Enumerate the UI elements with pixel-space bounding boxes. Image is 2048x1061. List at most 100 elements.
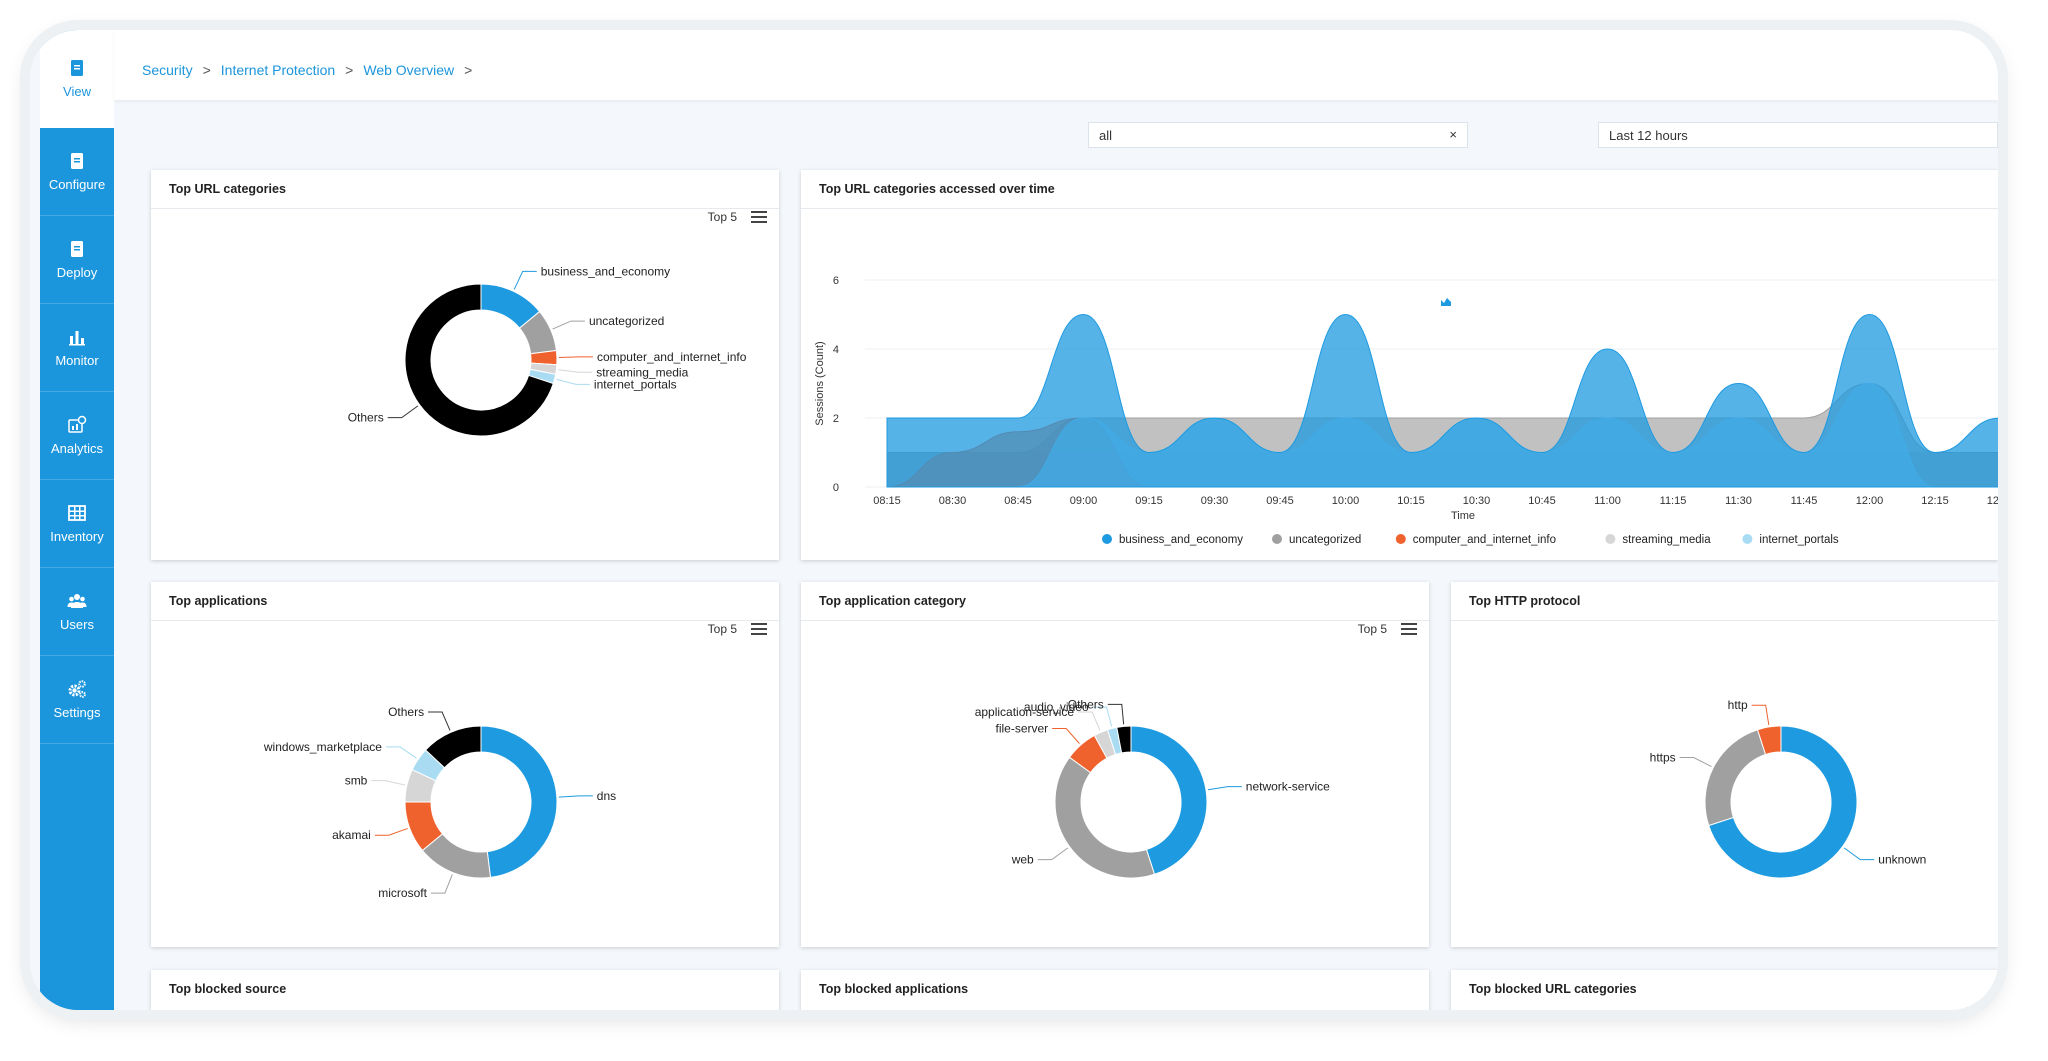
donut-leader-line (1679, 757, 1712, 768)
legend-label-internet-portals[interactable]: internet_portals (1759, 534, 1839, 546)
donut-label-internet-portals: internet_portals (594, 377, 677, 391)
time-range-select[interactable]: Last 12 hours (1598, 122, 1998, 148)
sidebar-item-label: Settings (53, 705, 101, 720)
sidebar-item-monitor[interactable]: Monitor (40, 304, 114, 392)
donut-chart-http-protocol: unknown https http (1650, 698, 1926, 879)
x-tick-label: 09:45 (1266, 495, 1294, 507)
hamburger-menu-icon[interactable] (1401, 623, 1417, 638)
donut-slice-others[interactable] (1116, 725, 1132, 754)
users-icon (67, 594, 87, 608)
donut-label-audio-video: audio_video (1024, 700, 1089, 714)
donut-leader-line (1078, 711, 1101, 731)
sidebar-item-configure[interactable]: Configure (40, 128, 114, 216)
breadcrumb-security[interactable]: Security (142, 62, 193, 78)
donut-slice-web[interactable] (1054, 756, 1156, 879)
donut-label-application-service: application-service (975, 705, 1075, 719)
legend-label-streaming-media[interactable]: streaming_media (1622, 534, 1711, 546)
donut-slice-http[interactable] (1756, 725, 1782, 756)
sidebar-item-label: View (63, 84, 91, 99)
donut-label-business-and-economy: business_and_economy (541, 264, 670, 278)
donut-chart-url-categories: business_and_economy uncategorized compute… (348, 264, 747, 437)
y-tick-label: 6 (833, 275, 839, 287)
clear-icon[interactable]: × (1449, 127, 1457, 142)
inventory-icon (68, 505, 86, 521)
breadcrumb-web-overview[interactable]: Web Overview (363, 62, 455, 78)
donut-leader-line (428, 711, 451, 731)
sidebar-item-settings[interactable]: Settings (40, 656, 114, 744)
sidebar-item-analytics[interactable]: Analytics (40, 392, 114, 480)
donut-slice-unknown[interactable] (1708, 725, 1858, 879)
time-range-value: Last 12 hours (1609, 128, 1688, 143)
top-n-label: Top 5 (1357, 622, 1387, 636)
top-n-label: Top 5 (707, 622, 737, 636)
sidebar-item-inventory[interactable]: Inventory (40, 480, 114, 568)
card-top-applications: Top applications Top 5 dns microsoft akama… (151, 582, 779, 947)
breadcrumb-separator: > (345, 62, 354, 78)
x-tick-label: 10:15 (1397, 495, 1425, 507)
document-icon (71, 153, 83, 169)
x-tick-label: 12:15 (1921, 495, 1949, 507)
card-divider (151, 208, 779, 209)
breadcrumb-internet-protection[interactable]: Internet Protection (220, 62, 336, 78)
sidebar-item-users[interactable]: Users (40, 568, 114, 656)
x-tick-label: 11:45 (1791, 495, 1818, 507)
donut-label-akamai: akamai (332, 828, 371, 842)
x-tick-label: 08:15 (873, 495, 901, 507)
sidebar-item-label: Deploy (56, 265, 98, 280)
legend-marker-streaming-media (1605, 534, 1616, 544)
x-tick-label: 12:30 (1987, 495, 1998, 507)
y-tick-label: 4 (833, 344, 839, 356)
analytics-icon (68, 415, 87, 433)
donut-chart-application-category: network-service web file-server application… (975, 697, 1330, 879)
sidebar-item-view[interactable]: View (40, 30, 114, 128)
x-tick-label: 10:30 (1463, 495, 1491, 507)
donut-leader-line (1037, 847, 1069, 861)
sidebar-item-label: Monitor (55, 353, 99, 368)
legend-label-computer-and-internet-info[interactable]: computer_and_internet_info (1413, 534, 1556, 546)
legend-label-business-and-economy[interactable]: business_and_economy (1119, 534, 1243, 546)
legend-marker-business-and-economy (1102, 534, 1112, 544)
donut-leader-line (385, 746, 417, 759)
donut-leader-line (1207, 786, 1242, 791)
search-filter-input[interactable]: all × (1088, 122, 1468, 148)
card-top-blocked-url-categories: Top blocked URL categories (1451, 970, 1998, 1010)
donut-label-uncategorized: uncategorized (589, 314, 664, 328)
x-tick-label: 08:45 (1004, 495, 1032, 507)
donut-slice-https[interactable] (1704, 729, 1767, 827)
card-title: Top blocked applications (819, 982, 969, 996)
donut-slice-network-service[interactable] (1130, 725, 1208, 875)
card-divider (1451, 620, 1998, 621)
card-divider (151, 620, 779, 621)
donut-label-others: Others (1068, 697, 1104, 711)
hamburger-menu-icon[interactable] (751, 211, 767, 226)
donut-leader-line (558, 795, 593, 798)
donut-leader-line (371, 780, 405, 786)
hamburger-menu-icon[interactable] (751, 623, 767, 638)
donut-leader-line (513, 270, 537, 290)
legend-marker-uncategorized (1272, 534, 1282, 544)
area-series-business-and-economy[interactable] (886, 313, 1998, 488)
donut-leader-line (1052, 727, 1080, 744)
card-title: Top URL categories accessed over time (819, 182, 1055, 196)
donut-label-http: http (1728, 698, 1748, 712)
card-divider (801, 208, 1998, 209)
sidebar-item-label: Users (60, 617, 94, 632)
donut-leader-line (1092, 706, 1113, 727)
card-title: Top URL categories (169, 182, 286, 196)
donut-slice-others[interactable] (404, 283, 554, 437)
sidebar: View Configure Deploy Monitor Analytics … (40, 30, 114, 1010)
card-title: Top blocked source (169, 982, 287, 996)
donut-leader-line (1843, 847, 1875, 861)
breadcrumb-separator: > (464, 62, 473, 78)
card-top-blocked-source: Top blocked source (151, 970, 779, 1010)
donut-leader-line (1107, 703, 1125, 725)
card-url-categories-over-time: Top URL categories accessed over time 0 2… (801, 170, 1998, 560)
donut-label-computer-and-internet-info: computer_and_internet_info (597, 350, 747, 364)
document-icon (71, 241, 83, 257)
donut-slice-dns[interactable] (480, 725, 558, 878)
donut-slice-others[interactable] (424, 725, 482, 769)
x-axis-label: Time (1451, 510, 1475, 522)
donut-label-network-service: network-service (1246, 780, 1330, 794)
legend-label-uncategorized[interactable]: uncategorized (1289, 534, 1361, 546)
sidebar-item-deploy[interactable]: Deploy (40, 216, 114, 304)
